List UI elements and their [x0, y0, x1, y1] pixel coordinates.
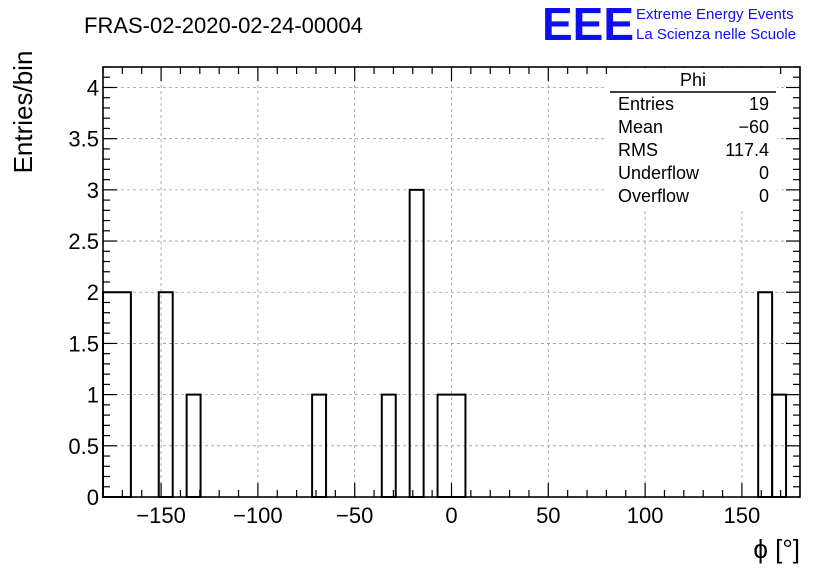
axis-ticks [102, 66, 801, 498]
stats-value-underflow: 0 [759, 163, 769, 183]
y-axis-label: Entries/bin [8, 51, 38, 174]
x-tick-label: 150 [724, 503, 761, 528]
stats-label-overflow: Overflow [618, 186, 690, 206]
chart-title: FRAS-02-2020-02-24-00004 [84, 13, 363, 38]
stats-label-entries: Entries [618, 94, 674, 114]
y-tick-label: 2 [87, 280, 99, 305]
y-tick-label: 0 [87, 485, 99, 510]
stats-title: Phi [680, 70, 706, 90]
stats-value-entries: 19 [749, 94, 769, 114]
stats-label-rms: RMS [618, 140, 658, 160]
y-tick-label: 4 [87, 75, 99, 100]
logo: EEE Extreme Energy Events La Scienza nel… [542, 0, 796, 50]
x-tick-label: −150 [136, 503, 186, 528]
x-axis-label: ϕ [°] [753, 534, 800, 564]
x-tick-label: 50 [536, 503, 560, 528]
stats-label-underflow: Underflow [618, 163, 700, 183]
logo-mark: EEE [542, 0, 634, 50]
y-tick-label: 2.5 [68, 229, 99, 254]
x-tick-label: −50 [336, 503, 373, 528]
logo-line-2: La Scienza nelle Scuole [636, 26, 796, 43]
y-tick-label: 3 [87, 178, 99, 203]
stats-value-overflow: 0 [759, 186, 769, 206]
x-tick-labels: −150 −100 −50 0 50 100 150 [136, 503, 760, 528]
y-tick-label: 1 [87, 383, 99, 408]
y-tick-label: 1.5 [68, 331, 99, 356]
stats-value-mean: −60 [738, 117, 769, 137]
stats-box: Phi Entries 19 Mean −60 RMS 117.4 Underf… [607, 68, 777, 210]
x-tick-label: −100 [233, 503, 283, 528]
y-tick-label: 3.5 [68, 127, 99, 152]
y-tick-label: 0.5 [68, 434, 99, 459]
y-tick-labels: 0 0.5 1 1.5 2 2.5 3 3.5 4 [68, 75, 99, 510]
x-tick-label: 0 [445, 503, 457, 528]
stats-value-rms: 117.4 [725, 140, 769, 160]
stats-label-mean: Mean [618, 117, 663, 137]
logo-line-1: Extreme Energy Events [636, 6, 794, 23]
x-tick-label: 100 [627, 503, 664, 528]
